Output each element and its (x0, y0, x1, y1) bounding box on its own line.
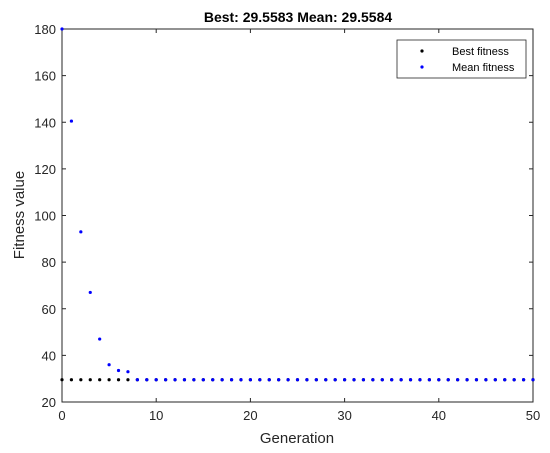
mean-fitness-point (154, 378, 158, 382)
legend-box (396, 39, 527, 79)
mean-fitness-point (343, 378, 347, 382)
y-tick-label: 140 (34, 115, 56, 130)
x-tick-label: 20 (243, 408, 257, 423)
mean-fitness-point (201, 378, 205, 382)
y-axis-label: Fitness value (11, 171, 28, 259)
mean-fitness-point (116, 368, 121, 373)
plot-area (61, 28, 534, 403)
mean-fitness-point (248, 378, 252, 382)
mean-fitness-point (503, 378, 507, 382)
mean-fitness-point (69, 119, 74, 123)
mean-fitness-point (60, 27, 64, 31)
mean-fitness-point (305, 378, 309, 382)
mean-fitness-point (277, 378, 281, 382)
mean-fitness-point (399, 378, 403, 382)
x-tick-label: 50 (526, 408, 540, 423)
x-tick-label: 10 (149, 408, 163, 423)
best-fitness-point (116, 378, 121, 382)
mean-fitness-point (390, 378, 394, 382)
legend: Best fitness Mean fitness (396, 39, 527, 79)
x-tick-label: 40 (432, 408, 446, 423)
x-tick-label: 0 (58, 408, 65, 423)
mean-fitness-point (295, 378, 300, 382)
best-fitness-point (88, 378, 92, 382)
series-mean-fitness (60, 27, 535, 382)
best-fitness-point (98, 378, 102, 382)
mean-fitness-point (333, 378, 337, 382)
y-tick-label: 180 (34, 22, 56, 37)
mean-fitness-point (286, 378, 290, 382)
mean-fitness-point (531, 378, 535, 382)
y-tick-label: 60 (42, 302, 56, 317)
mean-fitness-point (79, 230, 83, 234)
mean-fitness-point (465, 378, 469, 382)
mean-fitness-point (220, 378, 224, 382)
best-fitness-point (126, 378, 130, 382)
mean-fitness-point (98, 337, 102, 341)
legend-marker-best-fitness (420, 49, 424, 53)
chart-title: Best: 29.5583 Mean: 29.5584 (204, 9, 393, 25)
mean-fitness-point (427, 378, 431, 382)
x-axis: 0 10 20 30 40 50 (58, 29, 540, 423)
mean-fitness-point (493, 378, 497, 382)
mean-fitness-point (446, 378, 450, 382)
y-tick-label: 80 (42, 255, 56, 270)
mean-fitness-point (229, 378, 234, 382)
mean-fitness-point (192, 378, 196, 382)
mean-fitness-point (211, 378, 215, 382)
mean-fitness-point (361, 378, 366, 382)
mean-fitness-point (135, 378, 139, 382)
mean-fitness-point (371, 378, 375, 382)
mean-fitness-point (408, 378, 413, 382)
data-series (60, 27, 535, 382)
legend-marker-mean-fitness (420, 65, 424, 69)
mean-fitness-point (107, 363, 111, 367)
mean-fitness-point (145, 378, 149, 382)
mean-fitness-point (352, 378, 356, 382)
mean-fitness-point (437, 378, 441, 382)
mean-fitness-point (126, 370, 130, 374)
y-tick-label: 40 (42, 348, 56, 363)
mean-fitness-point (521, 378, 526, 382)
mean-fitness-point (239, 378, 243, 382)
mean-fitness-point (456, 378, 460, 382)
legend-label-mean-fitness: Mean fitness (452, 62, 515, 74)
y-tick-label: 160 (34, 69, 56, 84)
x-tick-label: 30 (337, 408, 351, 423)
mean-fitness-point (164, 378, 168, 382)
mean-fitness-point (512, 378, 516, 382)
mean-fitness-point (314, 378, 318, 382)
mean-fitness-point (267, 378, 271, 382)
mean-fitness-point (88, 290, 92, 295)
x-axis-label: Generation (260, 430, 334, 447)
y-tick-label: 100 (34, 209, 56, 224)
y-tick-label: 20 (42, 395, 56, 410)
best-fitness-point (69, 378, 74, 382)
mean-fitness-point (258, 378, 262, 382)
mean-fitness-point (173, 378, 177, 382)
mean-fitness-point (418, 378, 422, 382)
y-tick-label: 120 (34, 162, 56, 177)
mean-fitness-point (380, 378, 384, 382)
mean-fitness-point (324, 378, 328, 382)
best-fitness-point (107, 378, 111, 382)
legend-label-best-fitness: Best fitness (452, 46, 509, 58)
best-fitness-point (79, 378, 83, 382)
mean-fitness-point (182, 378, 187, 382)
mean-fitness-point (484, 378, 488, 382)
mean-fitness-point (474, 378, 479, 382)
best-fitness-point (60, 378, 64, 382)
y-axis: 20 40 60 80 100 120 140 160 180 (34, 22, 533, 410)
